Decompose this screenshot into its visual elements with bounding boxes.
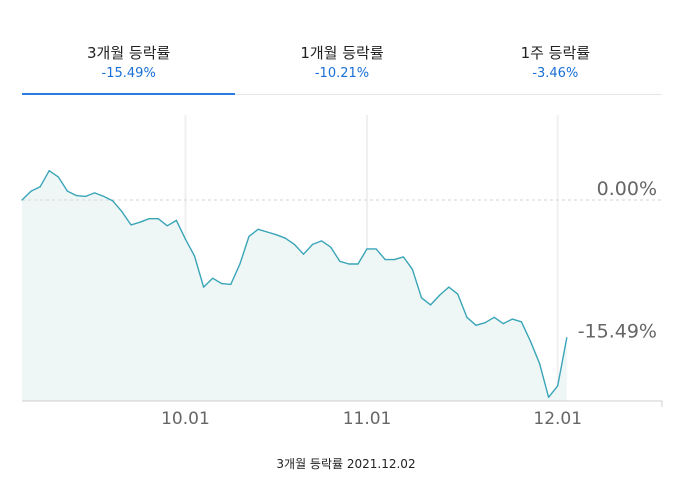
data-point [112, 200, 114, 202]
data-point [293, 243, 295, 245]
tab-3month[interactable]: 3개월 등락률 -15.49% [22, 40, 236, 95]
data-point [239, 263, 241, 265]
data-point [548, 396, 550, 398]
data-point [103, 195, 105, 197]
data-point [85, 195, 87, 197]
data-point [21, 199, 23, 201]
x-tick-label: 12.01 [533, 409, 582, 429]
period-tabs: 3개월 등락률 -15.49% 1개월 등락률 -10.21% 1주 등락률 -… [22, 40, 662, 95]
data-point [357, 263, 359, 265]
data-point [539, 363, 541, 365]
data-point [402, 256, 404, 258]
data-point [366, 248, 368, 250]
data-point [448, 286, 450, 288]
data-point [339, 260, 341, 262]
data-point [557, 385, 559, 387]
tab-3month-value: -15.49% [101, 66, 156, 81]
data-point [312, 243, 314, 245]
data-point [475, 324, 477, 326]
data-point [375, 248, 377, 250]
data-point [493, 316, 495, 318]
data-point [75, 195, 78, 197]
data-point [466, 316, 468, 318]
data-point [148, 218, 150, 220]
data-point [411, 268, 413, 270]
data-point [257, 228, 259, 230]
data-point [330, 246, 332, 248]
data-point [275, 234, 277, 236]
data-point [175, 219, 177, 221]
data-point [348, 263, 350, 265]
data-point [266, 231, 268, 233]
data-point [184, 238, 186, 240]
data-point [321, 240, 323, 242]
tab-1week-value: -3.46% [532, 66, 579, 81]
data-point [130, 224, 132, 226]
data-point [529, 340, 532, 342]
data-point [157, 218, 159, 220]
data-point [511, 318, 513, 320]
data-point [203, 286, 205, 288]
data-point [139, 221, 141, 223]
data-point [439, 294, 441, 296]
data-point [484, 322, 486, 324]
x-tick-label: 10.01 [161, 409, 210, 429]
area-fill [22, 170, 567, 401]
data-point [57, 176, 59, 178]
data-point [193, 255, 196, 257]
data-point [248, 235, 250, 237]
tab-3month-label: 3개월 등락률 [87, 44, 171, 62]
data-point [430, 304, 432, 306]
data-point [284, 237, 286, 239]
data-point [30, 190, 32, 192]
data-point [121, 211, 123, 213]
tab-1month[interactable]: 1개월 등락률 -10.21% [235, 40, 448, 94]
data-point [66, 190, 68, 192]
data-point [48, 170, 50, 172]
data-point [393, 259, 395, 261]
data-point [39, 186, 41, 188]
data-point [302, 253, 305, 255]
change-rate-chart: 10.01 11.01 12.01 0.00% -15.49% [21, 115, 663, 429]
data-point [384, 259, 386, 261]
data-point [94, 192, 96, 194]
data-point [520, 321, 523, 323]
current-value-label: -15.49% [578, 321, 657, 343]
tab-1month-label: 1개월 등락률 [300, 44, 384, 62]
chart-caption: 3개월 등락률 2021.12.02 [276, 457, 416, 471]
data-point [166, 225, 168, 227]
data-point [420, 297, 423, 299]
data-point [566, 337, 568, 339]
data-point [221, 283, 223, 285]
tab-1week-label: 1주 등락률 [520, 44, 591, 62]
zero-value-label: 0.00% [597, 178, 657, 200]
data-point [502, 323, 504, 325]
data-point [230, 283, 232, 285]
data-point [457, 293, 459, 295]
tab-1month-value: -10.21% [314, 66, 370, 81]
x-tick-label: 11.01 [343, 409, 392, 429]
data-point [212, 277, 214, 279]
tab-1week[interactable]: 1주 등락률 -3.46% [449, 40, 662, 94]
